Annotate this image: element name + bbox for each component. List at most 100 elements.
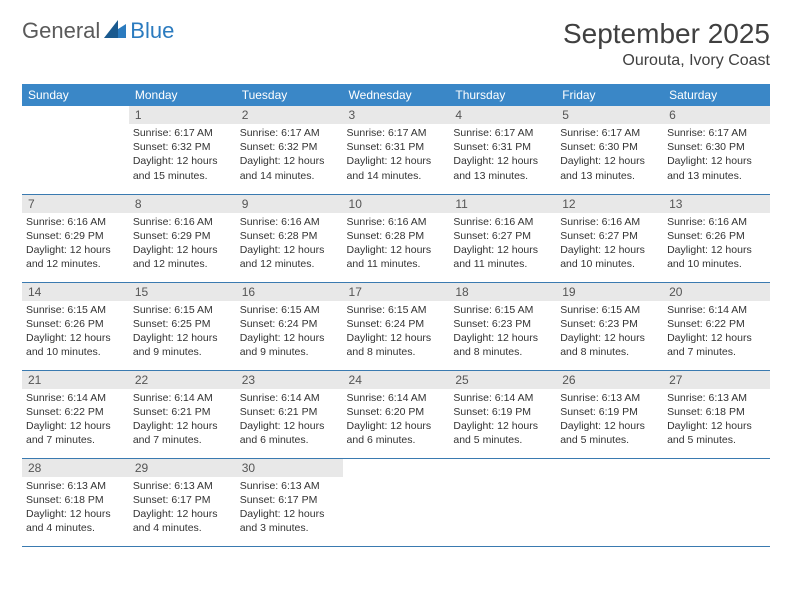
calendar-row: 21Sunrise: 6:14 AMSunset: 6:22 PMDayligh… [22,370,770,458]
daylight-text: Daylight: 12 hours and 12 minutes. [240,243,339,271]
sunrise-text: Sunrise: 6:17 AM [347,126,446,140]
sunrise-text: Sunrise: 6:16 AM [560,215,659,229]
calendar-cell: 7Sunrise: 6:16 AMSunset: 6:29 PMDaylight… [22,194,129,282]
sunset-text: Sunset: 6:27 PM [453,229,552,243]
day-number: 11 [449,195,556,213]
daylight-text: Daylight: 12 hours and 7 minutes. [667,331,766,359]
sunrise-text: Sunrise: 6:15 AM [240,303,339,317]
calendar-cell: 28Sunrise: 6:13 AMSunset: 6:18 PMDayligh… [22,458,129,546]
sunset-text: Sunset: 6:31 PM [347,140,446,154]
calendar-row: 14Sunrise: 6:15 AMSunset: 6:26 PMDayligh… [22,282,770,370]
sunset-text: Sunset: 6:22 PM [667,317,766,331]
calendar-row: 28Sunrise: 6:13 AMSunset: 6:18 PMDayligh… [22,458,770,546]
weekday-row: Sunday Monday Tuesday Wednesday Thursday… [22,84,770,106]
sunset-text: Sunset: 6:26 PM [26,317,125,331]
sunrise-text: Sunrise: 6:15 AM [453,303,552,317]
weekday-header: Tuesday [236,84,343,106]
sunrise-text: Sunrise: 6:15 AM [26,303,125,317]
daylight-text: Daylight: 12 hours and 7 minutes. [133,419,232,447]
sunset-text: Sunset: 6:32 PM [133,140,232,154]
day-body: Sunrise: 6:14 AMSunset: 6:22 PMDaylight:… [663,301,770,364]
title-block: September 2025 Ourouta, Ivory Coast [563,18,770,70]
day-body: Sunrise: 6:13 AMSunset: 6:18 PMDaylight:… [22,477,129,540]
calendar-cell [663,458,770,546]
sunrise-text: Sunrise: 6:17 AM [560,126,659,140]
calendar-cell: 29Sunrise: 6:13 AMSunset: 6:17 PMDayligh… [129,458,236,546]
sunset-text: Sunset: 6:19 PM [453,405,552,419]
day-number: 8 [129,195,236,213]
day-number: 2 [236,106,343,124]
day-body: Sunrise: 6:17 AMSunset: 6:30 PMDaylight:… [556,124,663,187]
sunset-text: Sunset: 6:19 PM [560,405,659,419]
sunset-text: Sunset: 6:28 PM [240,229,339,243]
calendar-cell: 22Sunrise: 6:14 AMSunset: 6:21 PMDayligh… [129,370,236,458]
calendar-row: 1Sunrise: 6:17 AMSunset: 6:32 PMDaylight… [22,106,770,194]
daylight-text: Daylight: 12 hours and 10 minutes. [560,243,659,271]
daylight-text: Daylight: 12 hours and 14 minutes. [240,154,339,182]
sunrise-text: Sunrise: 6:15 AM [347,303,446,317]
sunrise-text: Sunrise: 6:13 AM [667,391,766,405]
weekday-header: Saturday [663,84,770,106]
day-number: 26 [556,371,663,389]
day-body: Sunrise: 6:17 AMSunset: 6:31 PMDaylight:… [449,124,556,187]
calendar-cell: 2Sunrise: 6:17 AMSunset: 6:32 PMDaylight… [236,106,343,194]
day-body: Sunrise: 6:17 AMSunset: 6:32 PMDaylight:… [236,124,343,187]
daylight-text: Daylight: 12 hours and 13 minutes. [667,154,766,182]
calendar-cell: 14 Sunrise: 6:15 AMSunset: 6:26 PMDayligh… [22,282,129,370]
day-number: 7 [22,195,129,213]
day-number: 9 [236,195,343,213]
day-body: Sunrise: 6:15 AMSunset: 6:23 PMDaylight:… [449,301,556,364]
calendar-cell [22,106,129,194]
calendar-cell: 27Sunrise: 6:13 AMSunset: 6:18 PMDayligh… [663,370,770,458]
daylight-text: Daylight: 12 hours and 5 minutes. [667,419,766,447]
day-number: 16 [236,283,343,301]
sunrise-text: Sunrise: 6:15 AM [133,303,232,317]
sunset-text: Sunset: 6:25 PM [133,317,232,331]
sunrise-text: Sunrise: 6:13 AM [560,391,659,405]
sunrise-text: Sunrise: 6:14 AM [26,391,125,405]
day-number: 17 [343,283,450,301]
day-number: 5 [556,106,663,124]
day-number: 24 [343,371,450,389]
sunrise-text: Sunrise: 6:16 AM [453,215,552,229]
sunrise-text: Sunrise: 6:17 AM [453,126,552,140]
calendar-cell: 19Sunrise: 6:15 AMSunset: 6:23 PMDayligh… [556,282,663,370]
daylight-text: Daylight: 12 hours and 13 minutes. [453,154,552,182]
day-body: Sunrise: 6:17 AMSunset: 6:30 PMDaylight:… [663,124,770,187]
day-body: Sunrise: 6:14 AMSunset: 6:19 PMDaylight:… [449,389,556,452]
day-body: Sunrise: 6:13 AMSunset: 6:17 PMDaylight:… [129,477,236,540]
daylight-text: Daylight: 12 hours and 5 minutes. [560,419,659,447]
daylight-text: Daylight: 12 hours and 4 minutes. [26,507,125,535]
calendar-cell: 5Sunrise: 6:17 AMSunset: 6:30 PMDaylight… [556,106,663,194]
day-body: Sunrise: 6:16 AMSunset: 6:29 PMDaylight:… [129,213,236,276]
daylight-text: Daylight: 12 hours and 6 minutes. [347,419,446,447]
daylight-text: Daylight: 12 hours and 11 minutes. [453,243,552,271]
sunset-text: Sunset: 6:21 PM [240,405,339,419]
sunrise-text: Sunrise: 6:16 AM [133,215,232,229]
calendar-cell: 10Sunrise: 6:16 AMSunset: 6:28 PMDayligh… [343,194,450,282]
day-number: 14 [22,283,129,301]
day-body: Sunrise: 6:14 AMSunset: 6:22 PMDaylight:… [22,389,129,452]
day-number: 3 [343,106,450,124]
sunset-text: Sunset: 6:26 PM [667,229,766,243]
daylight-text: Daylight: 12 hours and 10 minutes. [26,331,125,359]
sunset-text: Sunset: 6:29 PM [26,229,125,243]
sunset-text: Sunset: 6:24 PM [240,317,339,331]
sunrise-text: Sunrise: 6:16 AM [26,215,125,229]
daylight-text: Daylight: 12 hours and 8 minutes. [453,331,552,359]
day-number: 22 [129,371,236,389]
day-body: Sunrise: 6:16 AMSunset: 6:27 PMDaylight:… [449,213,556,276]
logo-text-2: Blue [130,18,174,44]
sunrise-text: Sunrise: 6:17 AM [240,126,339,140]
sunset-text: Sunset: 6:22 PM [26,405,125,419]
calendar-cell: 20Sunrise: 6:14 AMSunset: 6:22 PMDayligh… [663,282,770,370]
weekday-header: Wednesday [343,84,450,106]
sunset-text: Sunset: 6:27 PM [560,229,659,243]
day-body: Sunrise: 6:16 AMSunset: 6:27 PMDaylight:… [556,213,663,276]
sunrise-text: Sunrise: 6:13 AM [240,479,339,493]
calendar-cell [556,458,663,546]
sunset-text: Sunset: 6:17 PM [240,493,339,507]
day-number: 4 [449,106,556,124]
calendar-cell: 12Sunrise: 6:16 AMSunset: 6:27 PMDayligh… [556,194,663,282]
day-body: Sunrise: 6:16 AMSunset: 6:29 PMDaylight:… [22,213,129,276]
